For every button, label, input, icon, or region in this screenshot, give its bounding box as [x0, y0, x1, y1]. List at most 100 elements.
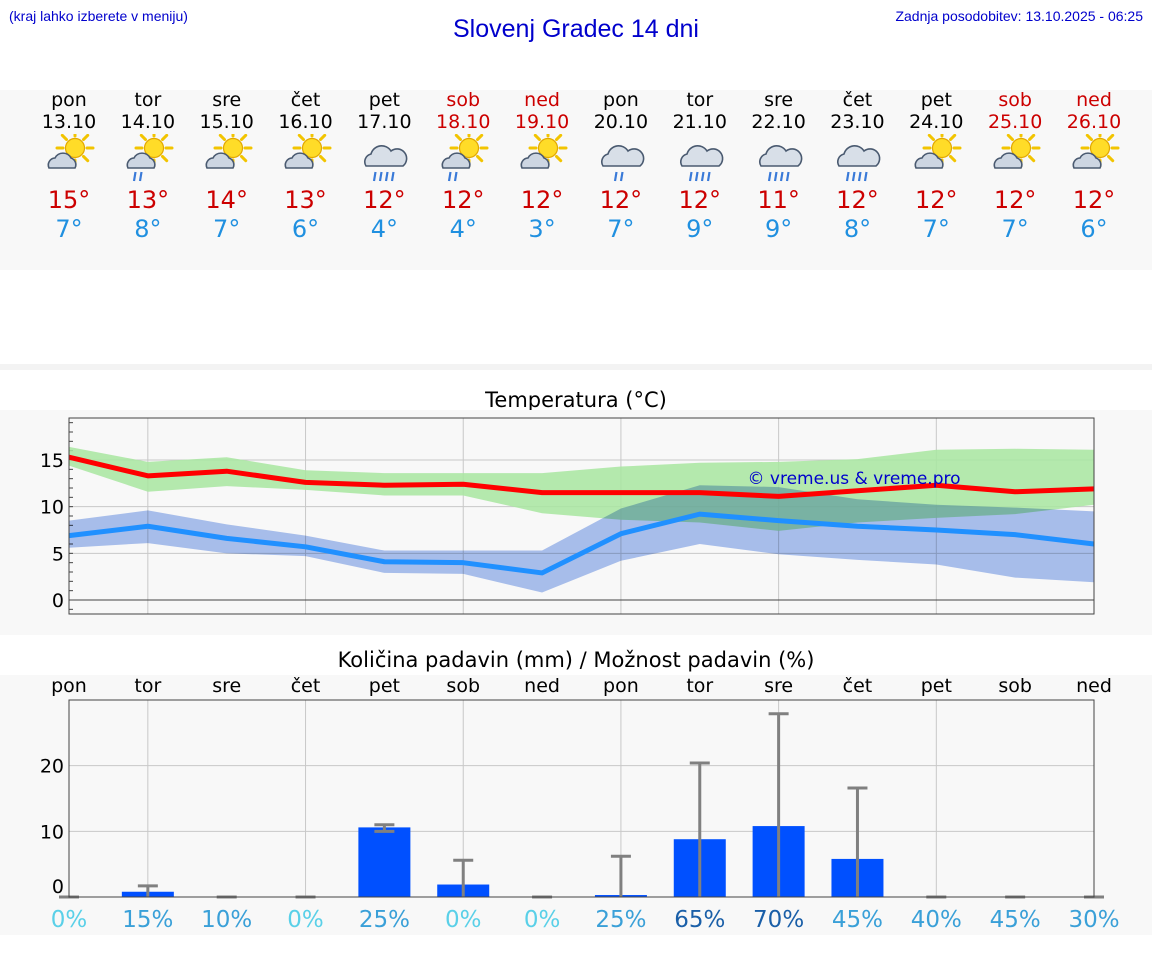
max-temperature: 12°: [915, 186, 958, 214]
y-tick-label: 0: [52, 590, 64, 612]
min-temperature: 6°: [1080, 215, 1108, 243]
min-temperature: 7°: [55, 215, 83, 243]
error-bar: [610, 854, 631, 897]
day-date: 14.10: [120, 111, 176, 133]
precip-probability: 0%: [51, 907, 88, 933]
day-name: pon: [603, 89, 639, 111]
precipitation-chart-title: Količina padavin (mm) / Možnost padavin …: [337, 648, 815, 672]
y-tick-label: 10: [40, 821, 64, 843]
precipitation-chart: pon tor sre čet pet sob ned pon tor sre čet pet sob n…: [40, 675, 1120, 933]
day-date: 19.10: [514, 111, 570, 133]
partly-cloudy-light-rain-icon: [437, 128, 489, 186]
precip-probability: 15%: [122, 907, 173, 933]
min-temperature: 7°: [922, 215, 950, 243]
error-bar: [689, 761, 710, 897]
day-name: ned: [524, 89, 560, 111]
max-temperature: 14°: [205, 186, 248, 214]
day-date: 23.10: [830, 111, 885, 133]
category-label: tor: [686, 675, 713, 697]
error-bar: [453, 858, 474, 897]
day-date: 17.10: [357, 111, 412, 133]
partly-cloudy-icon: [910, 128, 962, 186]
cloudy-rain-icon: [831, 134, 883, 186]
precip-probability: 0%: [445, 907, 482, 933]
cloud-icon: [126, 152, 156, 169]
plot-frame: [68, 699, 1095, 898]
cloud-icon: [284, 152, 314, 169]
min-temperature: 6°: [291, 215, 320, 243]
max-temperature: 12°: [1072, 186, 1116, 214]
day-name: pon: [51, 89, 87, 111]
rain-drops-icon: [613, 171, 624, 182]
sun-icon: [1080, 128, 1120, 168]
category-label: čet: [843, 675, 873, 697]
temperature-chart-title: Temperatura (°C): [485, 388, 667, 412]
partly-cloudy-icon: [43, 128, 95, 186]
day-name: pet: [368, 89, 400, 111]
day-date: 16.10: [278, 111, 333, 133]
day-name: sre: [212, 89, 242, 111]
category-label: sre: [764, 675, 793, 697]
max-temperature: 12°: [363, 186, 406, 214]
category-label: ned: [1076, 675, 1112, 697]
category-label: ned: [524, 675, 560, 697]
cloud-icon: [205, 152, 235, 169]
day-name: sob: [998, 89, 1032, 111]
precip-probability: 40%: [911, 907, 962, 933]
precip-probability: 0%: [524, 907, 561, 933]
min-temperature: 9°: [686, 215, 714, 243]
min-temperature: 7°: [213, 215, 241, 243]
category-label: sre: [212, 675, 241, 697]
max-temperature: 13°: [126, 186, 170, 214]
min-temperature: 7°: [1001, 215, 1029, 243]
min-band-layer: [69, 485, 1094, 593]
day-date: 21.10: [672, 111, 727, 133]
min-temperature: 7°: [607, 215, 635, 243]
cloud-icon: [364, 145, 408, 167]
min-temperature: 8°: [134, 215, 162, 243]
plot-frame: [68, 417, 1095, 615]
day-name: tor: [134, 89, 162, 111]
precip-probability: 0%: [287, 907, 324, 933]
day-date: 15.10: [199, 111, 254, 133]
last-updated: Zadnja posodobitev: 13.10.2025 - 06:25: [895, 8, 1143, 24]
error-bar: [768, 712, 789, 897]
sun-icon: [55, 128, 95, 168]
sun-icon: [134, 128, 174, 168]
rain-drops-icon: [132, 171, 143, 182]
category-label: čet: [291, 675, 321, 697]
category-label: pon: [603, 675, 639, 697]
day-name: ned: [1076, 89, 1112, 111]
max-temperature-line: [68, 454, 1095, 499]
partly-cloudy-icon: [201, 128, 253, 186]
day-date: 18.10: [436, 111, 491, 133]
temperature-chart: 0 5 10 15 © vreme.us & vreme.pro: [40, 417, 1095, 615]
y-tick-label: 0: [52, 876, 64, 898]
partly-cloudy-light-rain-icon: [122, 128, 174, 186]
error-bar: [374, 823, 395, 833]
cloudy-rain-icon: [753, 134, 805, 186]
day-name: čet: [290, 89, 321, 111]
category-label: pet: [921, 675, 952, 697]
precip-probability: 45%: [990, 907, 1041, 933]
day-date: 20.10: [593, 111, 649, 133]
day-date: 25.10: [987, 111, 1043, 133]
max-temperature: 12°: [520, 186, 564, 214]
precip-probability: 70%: [753, 907, 804, 933]
category-label: pon: [51, 675, 87, 697]
partly-cloudy-icon: [516, 128, 568, 186]
max-temperature: 12°: [678, 186, 722, 214]
location-hint: (kraj lahko izberete v meniju): [9, 8, 188, 24]
day-date: 22.10: [751, 111, 806, 133]
cloud-icon: [679, 145, 724, 167]
cloud-icon: [1072, 152, 1102, 169]
rain-drops-icon: [688, 171, 711, 182]
category-label: pet: [369, 675, 400, 697]
cloud-icon: [993, 152, 1023, 169]
precip-probability: 65%: [674, 907, 725, 933]
day-name: tor: [686, 89, 714, 111]
max-temperature: 12°: [836, 186, 879, 214]
day-name: čet: [842, 89, 873, 111]
category-label: tor: [134, 675, 161, 697]
max-temperature: 11°: [757, 186, 800, 214]
